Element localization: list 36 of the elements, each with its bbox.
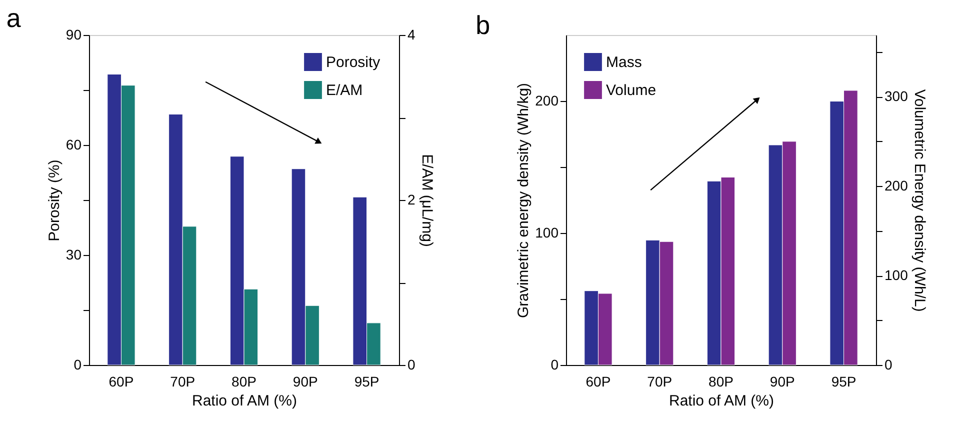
y2-tick-label: 2 <box>408 192 416 208</box>
y-axis-title: Gravimetric energy density (Wh/kg) <box>515 82 532 318</box>
y-tick-label: 0 <box>550 356 559 372</box>
y2-tick-label: 200 <box>884 178 908 194</box>
x-tick-label: 60P <box>586 374 611 390</box>
legend-label: Volume <box>606 82 656 99</box>
chart-title: a <box>6 3 22 33</box>
y2-tick-label: 0 <box>884 356 892 372</box>
x-tick-label: 80P <box>232 374 256 390</box>
y2-tick-label: 300 <box>884 88 908 104</box>
y-tick-label: 90 <box>66 26 82 42</box>
x-tick-label: 95P <box>354 374 380 390</box>
y-tick-label: 60 <box>66 136 82 152</box>
x-axis-title: Ratio of AM (%) <box>668 392 774 410</box>
y2-tick-label: 4 <box>408 26 416 42</box>
y2-axis-title: Volumetric Energy density (Wh/L) <box>910 89 928 312</box>
x-tick-label: 95P <box>831 374 856 390</box>
y2-axis-title: E/AM (μL/mg) <box>418 154 436 247</box>
x-tick-label: 90P <box>292 374 318 390</box>
legend-label: Mass <box>606 54 642 71</box>
legend-label: Porosity <box>326 54 381 71</box>
y-tick-label: 200 <box>535 92 559 108</box>
legend-label: E/AM <box>326 82 363 99</box>
y2-tick-label: 0 <box>408 356 416 372</box>
y2-tick-label: 100 <box>884 267 908 284</box>
x-tick-label: 90P <box>770 374 795 390</box>
x-tick-label: 80P <box>708 374 734 390</box>
y-tick-label: 0 <box>74 356 82 372</box>
x-axis-title: Ratio of AM (%) <box>192 392 298 410</box>
chart-title: b <box>476 10 490 40</box>
x-tick-label: 70P <box>647 374 672 390</box>
x-tick-label: 70P <box>170 374 196 390</box>
y-tick-label: 30 <box>66 246 82 262</box>
x-tick-label: 60P <box>108 374 134 390</box>
y-axis-title: Porosity (%) <box>46 160 63 242</box>
y-tick-label: 100 <box>535 224 559 240</box>
